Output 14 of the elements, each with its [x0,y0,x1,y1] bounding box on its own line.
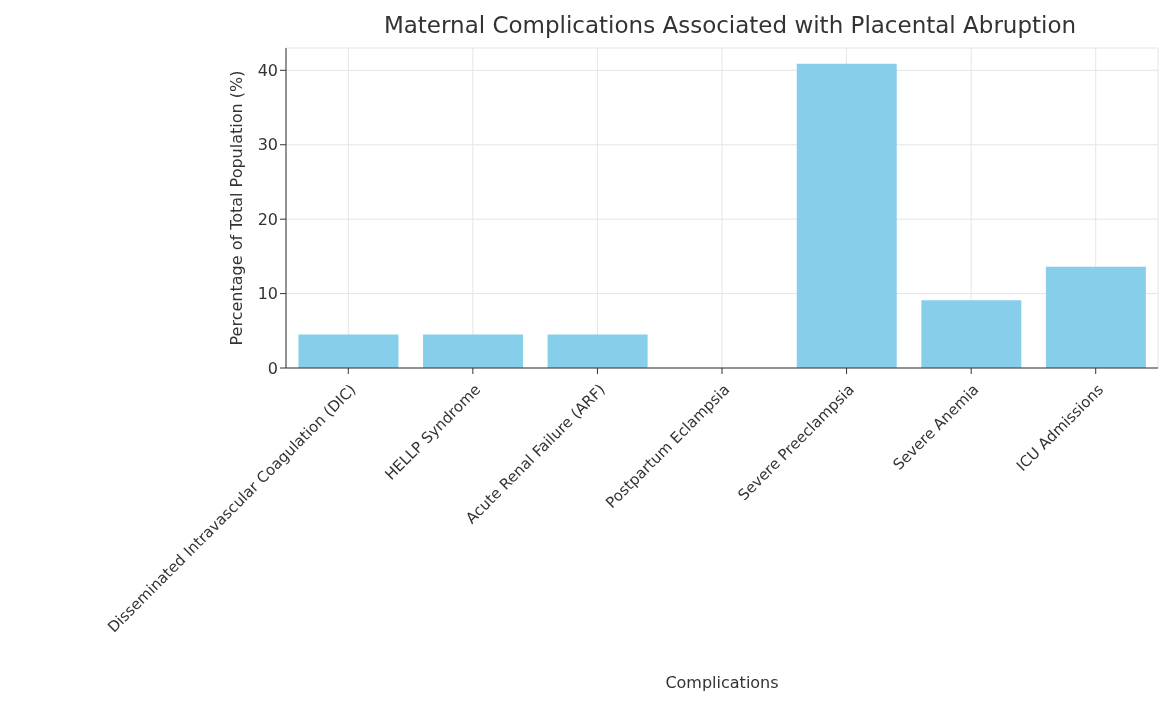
y-tick-label: 30 [257,135,278,155]
x-axis-title: Complications [665,673,779,692]
bar [298,334,399,368]
bar [796,63,897,368]
y-axis-title: Percentage of Total Population (%) [226,70,246,346]
chart-title: Maternal Complications Associated with Placental Abruption [382,12,1078,38]
y-tick-label: 10 [257,284,278,304]
y-tick-label: 20 [257,209,278,229]
y-tick-label: 0 [267,358,278,378]
bar [423,334,524,368]
bar [921,300,1022,368]
bar [1045,266,1146,368]
bar [547,334,648,368]
y-tick-label: 40 [257,61,278,81]
